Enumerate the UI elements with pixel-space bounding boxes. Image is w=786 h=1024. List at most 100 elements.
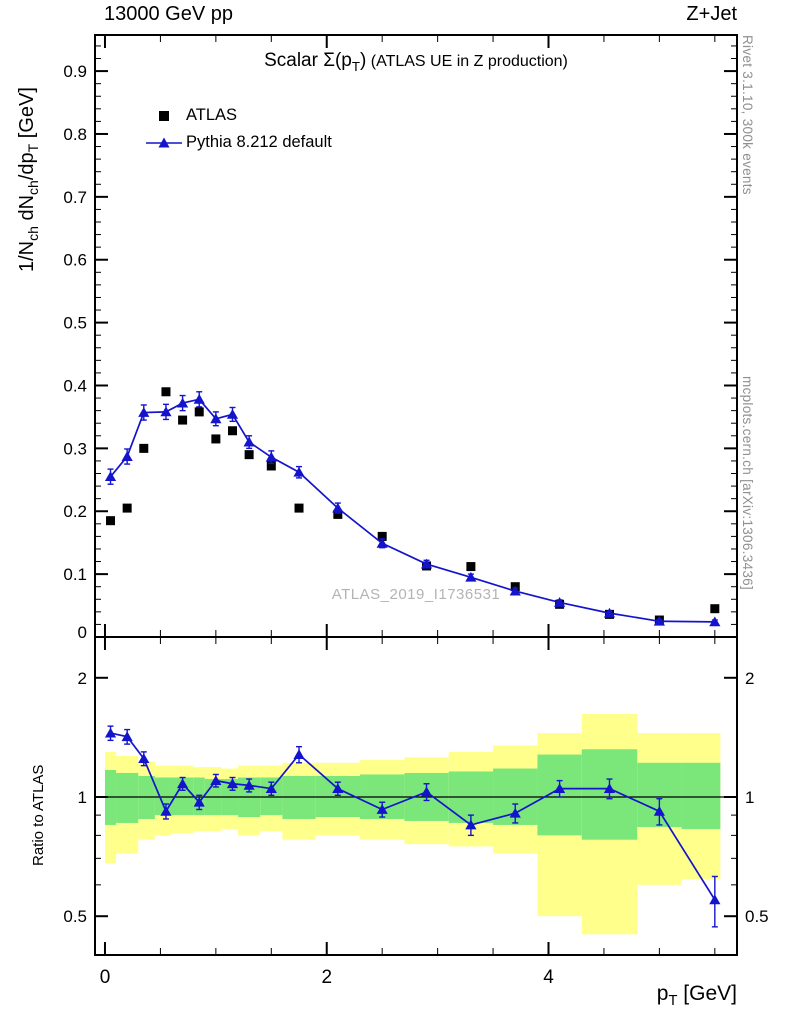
y-tick-label: 0.2: [63, 502, 87, 521]
label-text: p: [656, 982, 669, 1005]
atlas-data-point: [178, 415, 188, 425]
atlas-data-point: [294, 503, 304, 513]
pythia-data-point: [420, 558, 433, 569]
label-text: /dp: [16, 152, 38, 181]
ratio-uncertainty-band-inner: [681, 762, 721, 830]
ratio-data-point: [138, 753, 150, 764]
pythia-data-point: [138, 407, 150, 417]
ratio-data-point: [653, 805, 665, 816]
ratio-data-point: [243, 779, 255, 790]
ratio-tick-label-left: 0.5: [63, 907, 87, 926]
ratio-data-point: [465, 819, 477, 830]
atlas-data-point: [122, 503, 132, 513]
atlas-data-point: [377, 531, 387, 541]
pythia-data-point: [653, 615, 665, 626]
y-tick-label: 0.5: [63, 314, 87, 333]
process-label: Z+Jet: [686, 3, 737, 25]
legend: ATLAS Pythia 8.212 default: [142, 102, 332, 156]
plot-title-context: (ATLAS UE in Z production): [366, 53, 568, 70]
ratio-tick-label-right: 0.5: [745, 907, 769, 926]
ratio-tick-label-left: 1: [78, 788, 87, 807]
ratio-panel-frame: [94, 636, 738, 956]
pythia-data-point: [376, 537, 388, 548]
y-tick-label: 0.9: [63, 62, 87, 81]
pythia-data-point: [121, 451, 133, 461]
legend-item-atlas: ATLAS: [142, 102, 332, 129]
ratio-data-point: [420, 786, 433, 797]
ratio-data-point: [160, 805, 172, 816]
ratio-data-point: [104, 727, 117, 738]
ratio-data-point: [210, 775, 222, 786]
title-text: Scalar Σ(p: [264, 50, 352, 71]
label-subscript: T: [25, 143, 41, 153]
ratio-data-point: [553, 783, 566, 794]
atlas-data-point: [106, 516, 116, 526]
y-tick-label: 0.3: [63, 439, 87, 458]
y-tick-label: 0: [78, 623, 87, 642]
pythia-data-point: [210, 413, 222, 424]
pythia-data-point: [509, 585, 521, 596]
ratio-data-point: [332, 783, 344, 794]
label-subscript: ch: [25, 226, 41, 241]
ratio-data-point: [176, 778, 189, 789]
atlas-data-point: [161, 387, 171, 397]
ratio-line: [110, 732, 716, 901]
label-subscript: ch: [25, 180, 41, 195]
label-text: 1/N: [16, 240, 38, 272]
atlas-data-point: [211, 434, 221, 444]
legend-pythia-marker-svg: [146, 137, 182, 147]
atlas-data-point: [244, 450, 254, 460]
pythia-data-point: [176, 397, 189, 408]
pythia-data-point: [465, 571, 477, 582]
ratio-tick-label-right: 1: [745, 788, 754, 807]
x-tick-label: 4: [543, 967, 554, 988]
ratio-tick-label-left: 2: [78, 669, 87, 688]
y-tick-label: 0.1: [63, 565, 87, 584]
ratio-data-point: [226, 778, 239, 789]
ratio-data-point: [509, 807, 521, 818]
rivet-version-note: Rivet 3.1.10, 300k events: [740, 35, 755, 195]
legend-label-pythia: Pythia 8.212 default: [186, 133, 332, 151]
pythia-data-point: [553, 597, 566, 607]
ratio-data-point: [293, 749, 305, 759]
title-text: ): [360, 50, 367, 71]
pythia-data-point: [709, 616, 721, 627]
ratio-data-point: [709, 894, 721, 905]
y-tick-label: 0.6: [63, 251, 87, 270]
label-subscript: T: [668, 993, 678, 1010]
ratio-uncertainty-band-inner: [154, 777, 172, 816]
analysis-watermark: ATLAS_2019_I1736531: [331, 586, 501, 603]
pythia-data-point: [243, 436, 255, 447]
ratio-y-axis-label: Ratio to ATLAS: [30, 764, 47, 866]
y-tick-label: 0.7: [63, 188, 87, 207]
ratio-uncertainty-band-inner: [260, 777, 283, 816]
atlas-data-point: [139, 443, 149, 453]
pythia-data-point: [332, 502, 344, 513]
legend-item-pythia: Pythia 8.212 default: [142, 129, 332, 156]
black-square-marker-icon: [159, 110, 169, 121]
y-tick-label: 0.4: [63, 376, 87, 395]
atlas-data-point: [227, 426, 237, 436]
ratio-data-point: [376, 804, 388, 814]
ratio-tick-label-right: 2: [745, 669, 754, 688]
ratio-data-point: [193, 796, 205, 807]
label-text: dN: [16, 194, 38, 227]
legend-label-atlas: ATLAS: [186, 106, 238, 124]
label-text: [GeV]: [677, 982, 737, 1005]
mcplots-reference-note: mcplots.cern.ch [arXiv:1306.3436]: [740, 376, 755, 591]
x-tick-label: 0: [100, 967, 111, 988]
pythia-data-point: [226, 409, 239, 419]
atlas-data-point: [466, 562, 476, 572]
plot-title: Scalar Σ(pT) (ATLAS UE in Z production): [95, 50, 737, 74]
pythia-data-point: [265, 451, 277, 462]
pythia-data-point: [104, 471, 117, 482]
blue-triangle-line-marker-icon: [142, 135, 186, 151]
x-tick-label: 2: [321, 967, 332, 988]
ratio-data-point: [603, 783, 616, 794]
ratio-data-point: [265, 783, 277, 794]
atlas-data-point: [266, 461, 276, 471]
pythia-data-point: [160, 406, 172, 417]
atlas-data-point: [710, 604, 720, 614]
